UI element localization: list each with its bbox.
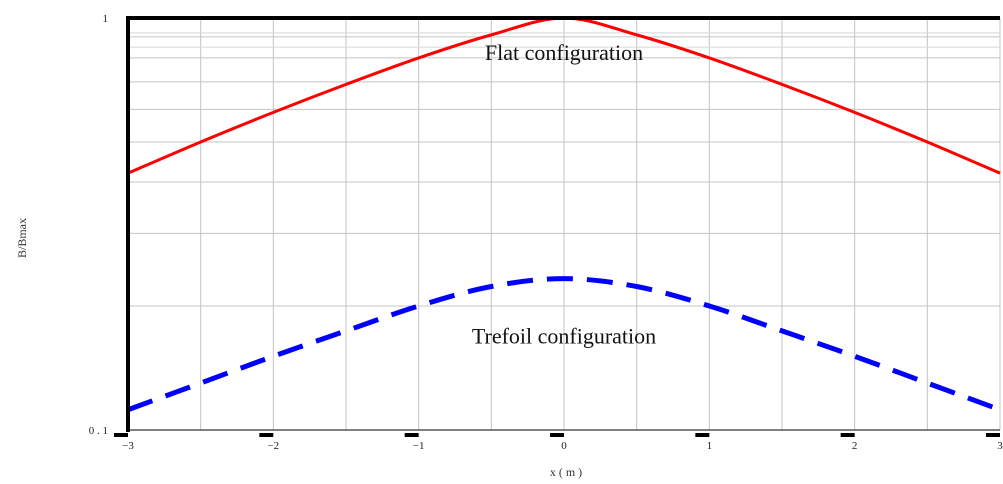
x-tick-label: 2 [852, 440, 858, 452]
x-tick-label: −2 [267, 440, 279, 452]
x-tick-label: 3 [997, 440, 1003, 452]
series-line-dashed [127, 276, 1001, 413]
x-tick-label: 1 [707, 440, 713, 452]
y-axis-label: B/Bmax [15, 218, 29, 258]
y-tick-label: 0 . 1 [89, 425, 108, 437]
x-axis-label: x ( m ) [550, 465, 582, 479]
x-tick-label: −1 [413, 440, 425, 452]
plot-frame [126, 16, 1000, 432]
annotation-label: Trefoil configuration [472, 324, 656, 349]
grid [127, 17, 1001, 431]
annotations: Flat configuration Trefoil configuration [472, 40, 656, 349]
annotation-label: Flat configuration [485, 40, 643, 65]
x-tick-label: −3 [122, 440, 134, 452]
x-tick-label: 0 [561, 440, 567, 452]
y-tick-label: 1 [103, 13, 109, 25]
ticks: −3 −2 −1 0 1 2 3 0 . 1 1 [89, 13, 1003, 452]
